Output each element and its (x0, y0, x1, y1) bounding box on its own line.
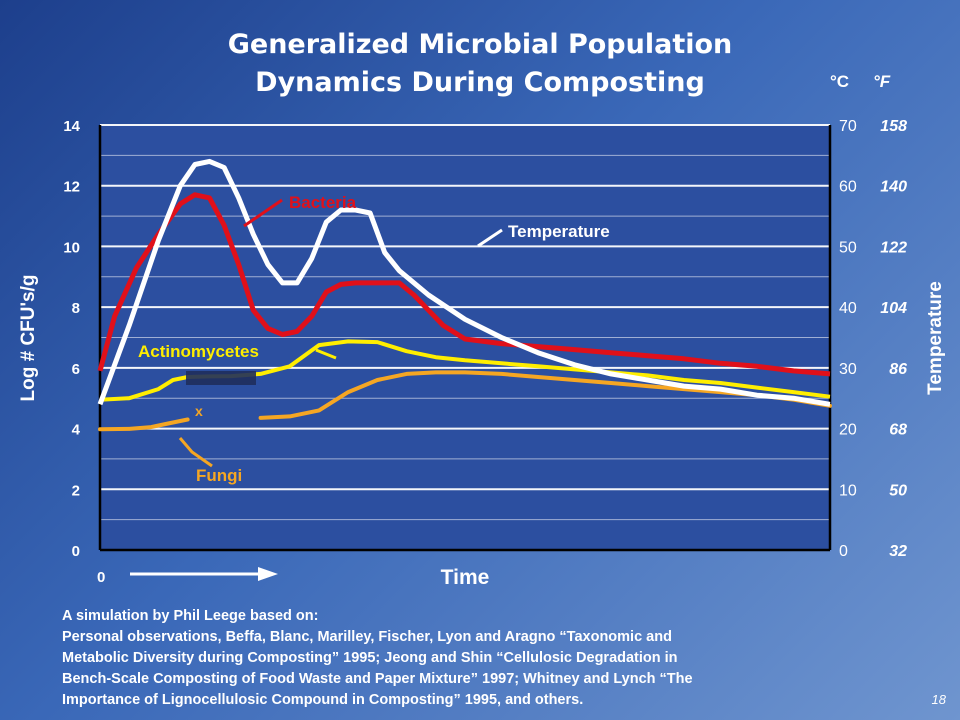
y-axis-label-left: Log # CFU's/g (18, 275, 39, 402)
footnote-line-3: Metabolic Diversity during Composting” 1… (62, 650, 678, 666)
bacteria-label: Bacteria (289, 193, 357, 212)
temperature-line (97, 158, 831, 407)
chart-title: Generalized Microbial Population Dynamic… (150, 26, 810, 102)
footnote-line-4: Bench-Scale Composting of Food Waste and… (62, 671, 693, 687)
right-tick-label-c: 20 (839, 422, 857, 439)
right-tick-label-f: 104 (880, 300, 907, 317)
right-tick-label-c: 40 (839, 300, 857, 317)
highlight-box (186, 371, 256, 385)
temperature-label: Temperature (508, 222, 610, 241)
footnote: A simulation by Phil Leege based on: Per… (62, 606, 892, 711)
temperature-pointer (477, 228, 503, 248)
left-tick-label: 4 (72, 422, 81, 439)
right-tick-label-f: 86 (889, 361, 907, 378)
time-arrow-head (258, 567, 278, 581)
bacteria-pointer (243, 198, 283, 228)
chart-title-line-2: Dynamics During Composting (255, 67, 705, 98)
right-tick-label-c: 10 (839, 482, 857, 499)
right-tick-label-f: 158 (880, 118, 907, 135)
chart-title-line-1: Generalized Microbial Population (227, 29, 733, 60)
unit-fahrenheit: °F (873, 72, 891, 91)
right-tick-label-c: 50 (839, 239, 857, 256)
right-tick-label-f: 122 (880, 239, 907, 256)
right-tick-label-f: 50 (889, 482, 907, 499)
right-tick-label-c: 30 (839, 361, 857, 378)
right-tick-label-f: 140 (880, 179, 907, 196)
right-tick-label-f: 32 (889, 543, 907, 560)
fungi-pointer (178, 437, 213, 468)
actinomycetes-pointer (315, 348, 337, 360)
x-origin-label: 0 (97, 569, 105, 586)
left-tick-label: 14 (63, 118, 80, 135)
right-tick-label-c: 70 (839, 118, 857, 135)
left-tick-label: 0 (72, 543, 80, 560)
left-tick-label: 8 (72, 300, 80, 317)
left-tick-label: 6 (72, 361, 80, 378)
bacteria-line (97, 192, 831, 377)
footnote-line-5: Importance of Lignocellulosic Compound i… (62, 692, 584, 708)
left-tick-label: 2 (72, 482, 80, 499)
right-tick-label-c: 0 (839, 543, 848, 560)
right-tick-label-f: 68 (889, 422, 907, 439)
right-tick-label-c: 60 (839, 179, 857, 196)
footnote-line-2: Personal observations, Beffa, Blanc, Mar… (62, 629, 672, 645)
footnote-line-1: A simulation by Phil Leege based on: (62, 608, 319, 624)
slide-number: 18 (931, 692, 946, 707)
left-tick-label: 10 (63, 239, 80, 256)
fungi-x-marker: x (195, 403, 203, 419)
unit-celsius: °C (830, 72, 849, 91)
y-axis-label-right: Temperature (925, 281, 946, 395)
left-tick-label: 12 (63, 179, 80, 196)
x-axis-label: Time (441, 566, 490, 589)
fungi-label: Fungi (196, 466, 242, 485)
actinomycetes-label: Actinomycetes (138, 342, 259, 361)
fungi-line (98, 417, 190, 432)
